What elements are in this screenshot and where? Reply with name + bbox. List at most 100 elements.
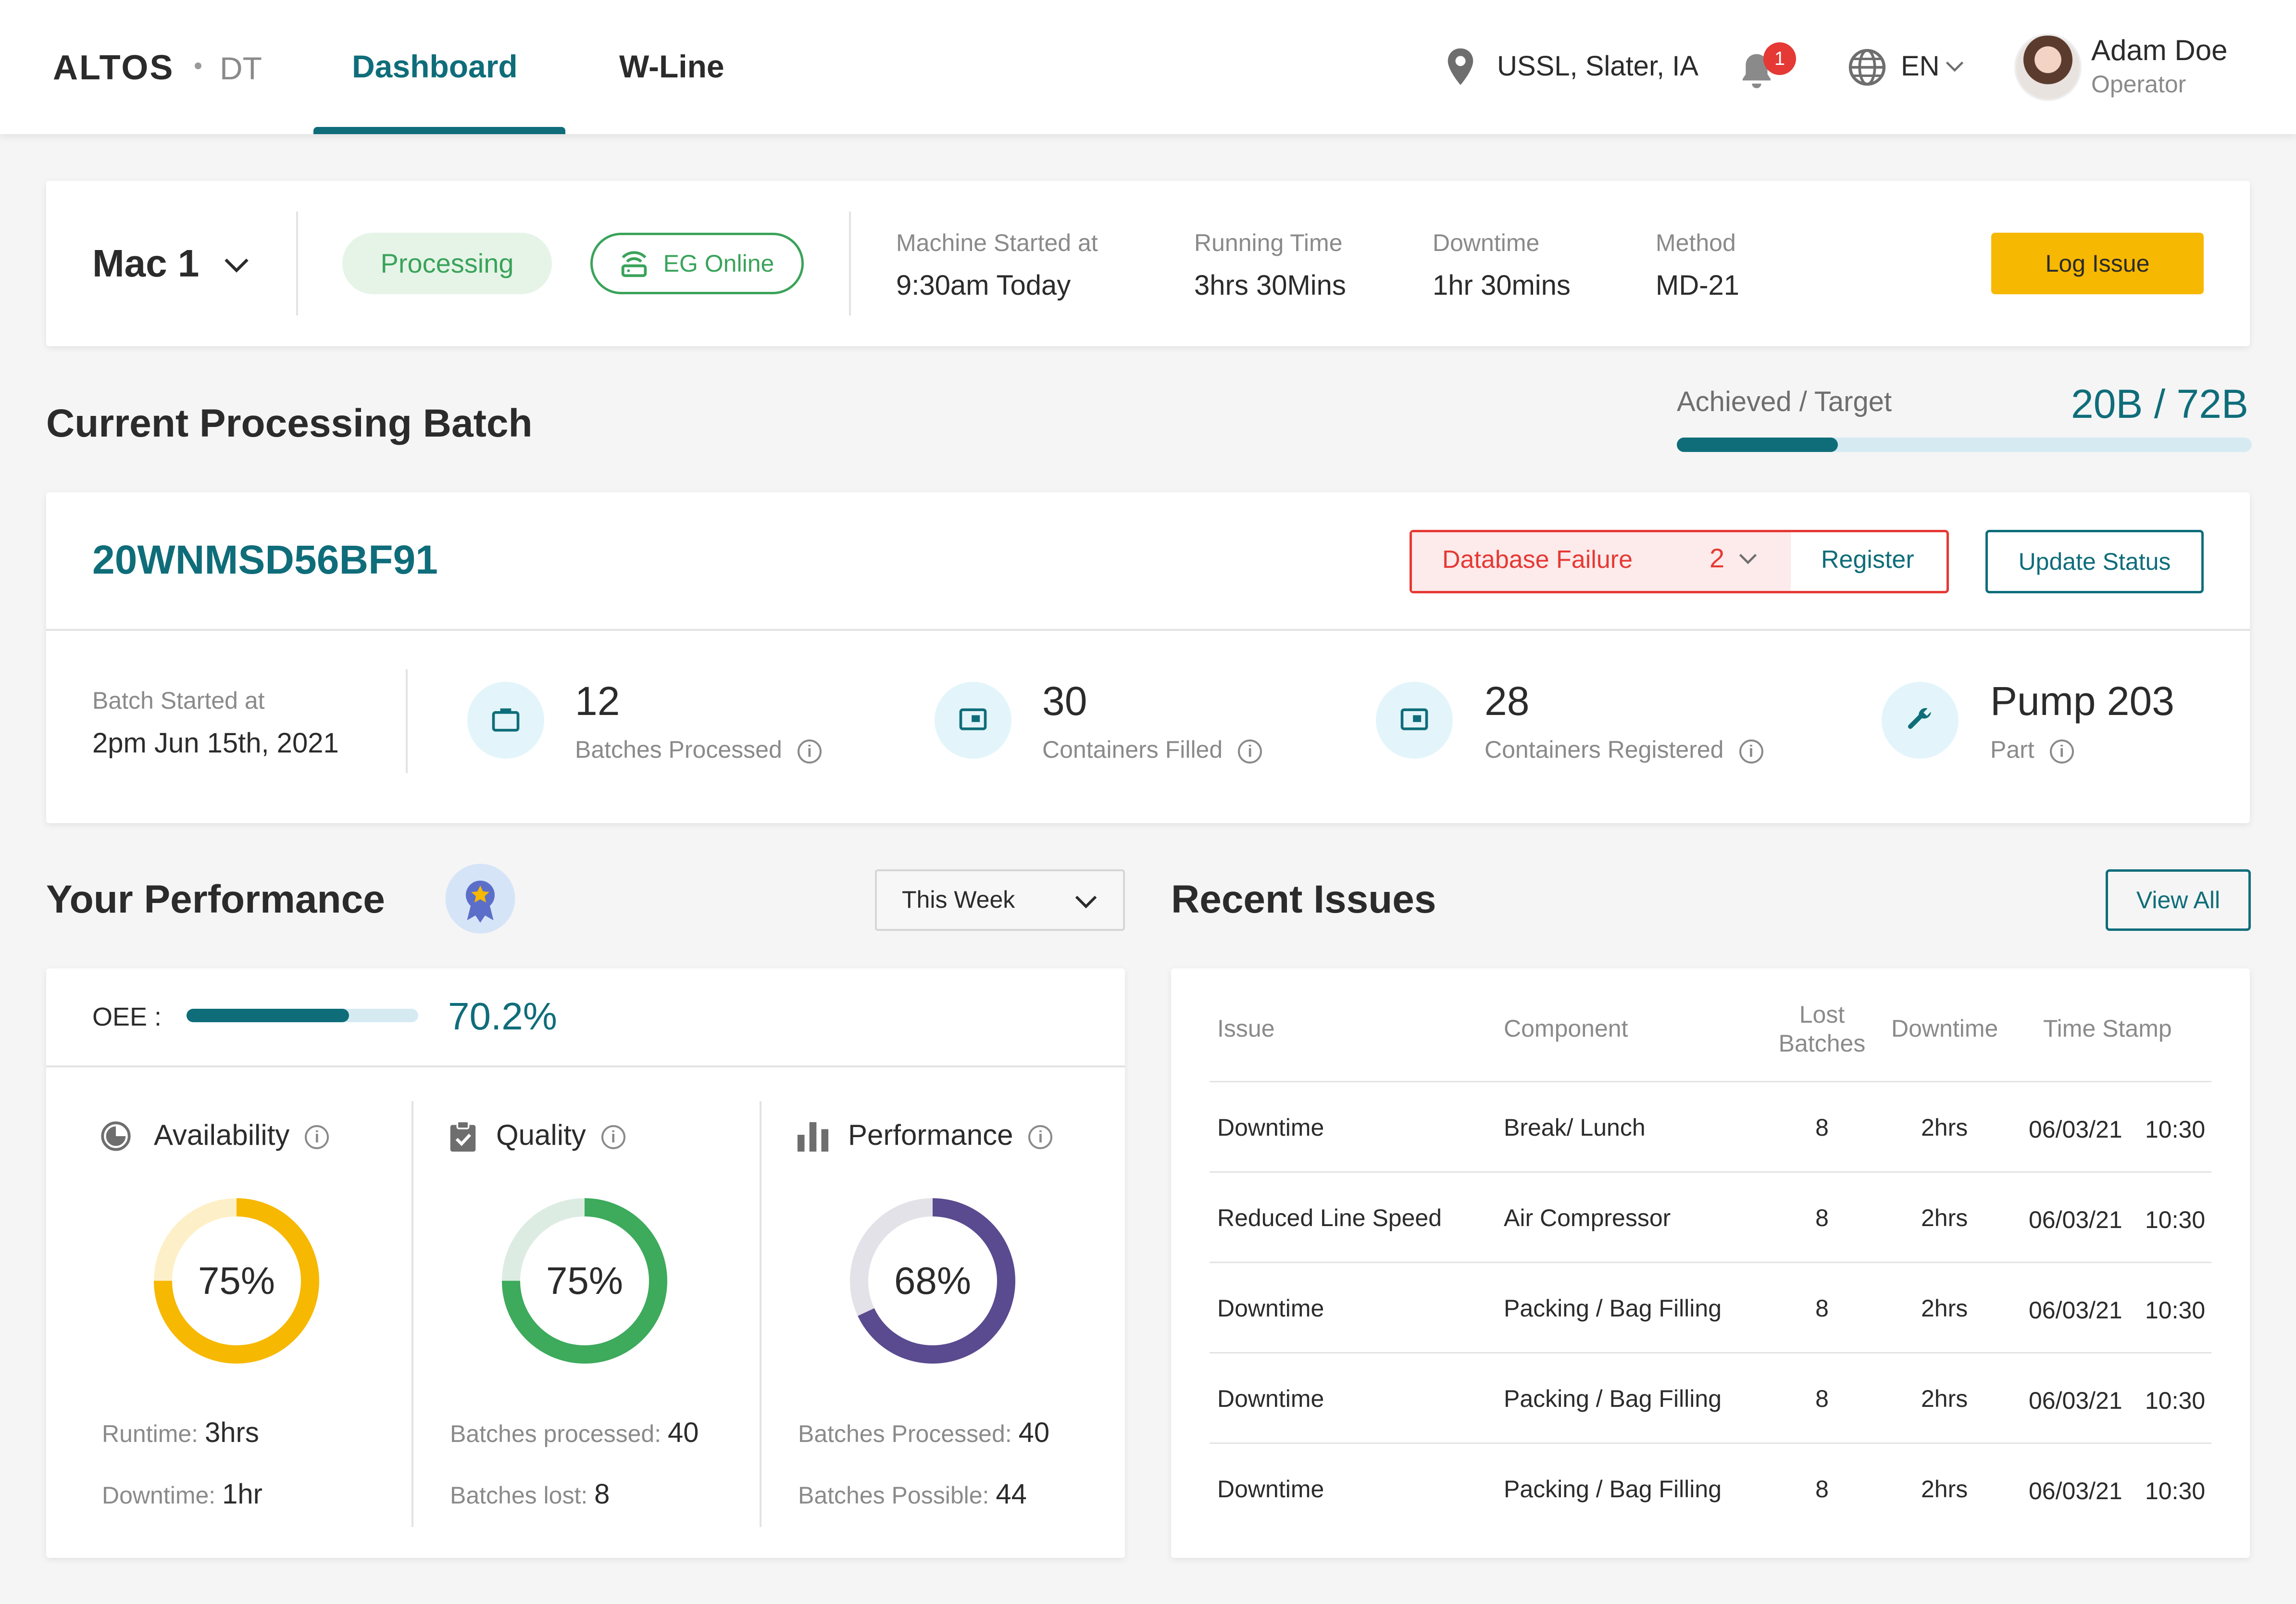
column-header-time-stamp: Time Stamp (2043, 1015, 2172, 1042)
oee-progress-bar (187, 1009, 418, 1022)
info-icon[interactable]: i (601, 1125, 625, 1150)
user-avatar[interactable] (2014, 34, 2082, 101)
bar-chart-icon (797, 1122, 829, 1152)
containers-filled-value: 30 (1042, 678, 1087, 724)
component-cell: Break/ Lunch (1504, 1114, 1646, 1141)
quality-percent: 75% (546, 1259, 624, 1302)
status-badge: Processing (342, 233, 552, 294)
downtime-cell: 2hrs (1921, 1204, 1968, 1231)
chevron-down-icon[interactable] (1737, 551, 1759, 565)
availability-icon (101, 1121, 131, 1151)
divider (406, 669, 408, 773)
batch-id: 20WNMSD56BF91 (92, 537, 438, 582)
quality-donut-chart (502, 1198, 667, 1364)
divider (46, 1065, 1125, 1067)
location-pin-icon (1447, 48, 1473, 85)
machine-selector[interactable]: Mac 1 (92, 242, 200, 285)
divider (46, 629, 2250, 631)
register-button[interactable]: Register (1821, 546, 1914, 574)
part-value: Pump 203 (1990, 678, 2174, 724)
update-status-button[interactable]: Update Status (1985, 530, 2204, 593)
downtime-cell: 2hrs (1921, 1295, 1968, 1322)
stat-icon-circle (467, 682, 544, 759)
date-cell: 06/03/21 (2029, 1478, 2122, 1504)
logo-separator-dot (195, 63, 201, 69)
divider (296, 212, 298, 315)
log-issue-button[interactable]: Log Issue (1991, 233, 2204, 294)
language-selector[interactable]: EN (1901, 50, 1940, 82)
connection-badge: EG Online (590, 233, 804, 294)
failure-label: Database Failure (1442, 546, 1633, 574)
chevron-down-icon[interactable] (1944, 59, 1965, 73)
chevron-down-icon[interactable] (222, 255, 251, 274)
availability-donut-chart (154, 1198, 319, 1364)
connection-label: EG Online (663, 250, 774, 277)
downtime-value: 1hr 30mins (1433, 270, 1571, 301)
user-name[interactable]: Adam Doe (2091, 34, 2228, 66)
time-cell: 10:30 (2145, 1387, 2206, 1414)
performance-percent: 68% (894, 1259, 972, 1302)
batches-processed-value: 12 (575, 678, 620, 724)
date-cell: 06/03/21 (2029, 1116, 2122, 1143)
lost-batches-cell: 8 (1815, 1295, 1829, 1322)
top-header: ALTOS DT Dashboard W-Line USSL, Slater, … (0, 0, 2296, 134)
quality-title: Quality i (496, 1118, 625, 1152)
time-cell: 10:30 (2145, 1116, 2206, 1143)
oee-label: OEE : (92, 1002, 162, 1031)
downtime-label: Downtime (1433, 229, 1540, 256)
failure-select[interactable] (1412, 532, 1791, 591)
divider (760, 1101, 761, 1527)
lost-batches-cell: 8 (1815, 1385, 1829, 1412)
period-select-value: This Week (902, 886, 1015, 913)
issue-cell: Reduced Line Speed (1217, 1204, 1442, 1231)
component-cell: Packing / Bag Filling (1504, 1385, 1722, 1412)
globe-icon (1848, 49, 1886, 86)
stat-icon-circle (1882, 682, 1959, 759)
downtime-cell: 2hrs (1921, 1114, 1968, 1141)
divider (1210, 1262, 2211, 1263)
tab-w-line[interactable]: W-Line (619, 49, 724, 84)
info-icon[interactable]: i (2049, 739, 2074, 764)
batch-started-label: Batch Started at (92, 687, 265, 714)
batch-started-value: 2pm Jun 15th, 2021 (92, 727, 339, 759)
column-header-issue: Issue (1217, 1015, 1275, 1042)
oee-value: 70.2% (448, 995, 557, 1038)
tab-dashboard[interactable]: Dashboard (352, 49, 518, 84)
logo-text: ALTOS (53, 49, 175, 87)
availability-percent: 75% (198, 1259, 275, 1302)
briefcase-icon (492, 708, 520, 732)
containers-filled-label: Containers Filled i (1042, 736, 1262, 764)
issue-cell: Downtime (1217, 1295, 1324, 1322)
availability-title: Availability i (154, 1118, 329, 1152)
downtime-stat: Downtime: 1hr (102, 1479, 262, 1510)
altos-logo[interactable]: ALTOS (53, 48, 174, 88)
downtime-cell: 2hrs (1921, 1476, 1968, 1503)
logo-subtitle: DT (220, 50, 262, 86)
active-tab-indicator (313, 127, 565, 134)
section-title-recent-issues: Recent Issues (1171, 877, 1436, 921)
view-all-button[interactable]: View All (2106, 869, 2251, 931)
divider (1210, 1171, 2211, 1173)
chevron-down-icon[interactable] (1073, 892, 1099, 910)
location-label[interactable]: USSL, Slater, IA (1497, 50, 1699, 82)
achieved-target-value: 20B / 72B (2071, 381, 2248, 426)
performance-title: Performance i (848, 1118, 1053, 1152)
period-select[interactable] (875, 869, 1125, 931)
section-title-performance: Your Performance (46, 877, 385, 921)
running-time-label: Running Time (1194, 229, 1343, 256)
info-icon[interactable]: i (305, 1125, 329, 1150)
wrench-icon (1908, 708, 1931, 729)
batches-possible-stat: Batches Possible: 44 (798, 1479, 1027, 1510)
achieved-progress-fill (1677, 438, 1838, 452)
info-icon[interactable]: i (1028, 1125, 1053, 1150)
info-icon[interactable]: i (797, 739, 822, 764)
info-icon[interactable]: i (1739, 739, 1763, 764)
container-icon (1400, 708, 1428, 730)
container-icon (959, 708, 987, 730)
notification-count-badge: 1 (1763, 42, 1796, 75)
date-cell: 06/03/21 (2029, 1297, 2122, 1324)
time-cell: 10:30 (2145, 1206, 2206, 1233)
info-icon[interactable]: i (1238, 739, 1262, 764)
section-title-current-batch: Current Processing Batch (46, 401, 533, 445)
divider (1210, 1442, 2211, 1444)
